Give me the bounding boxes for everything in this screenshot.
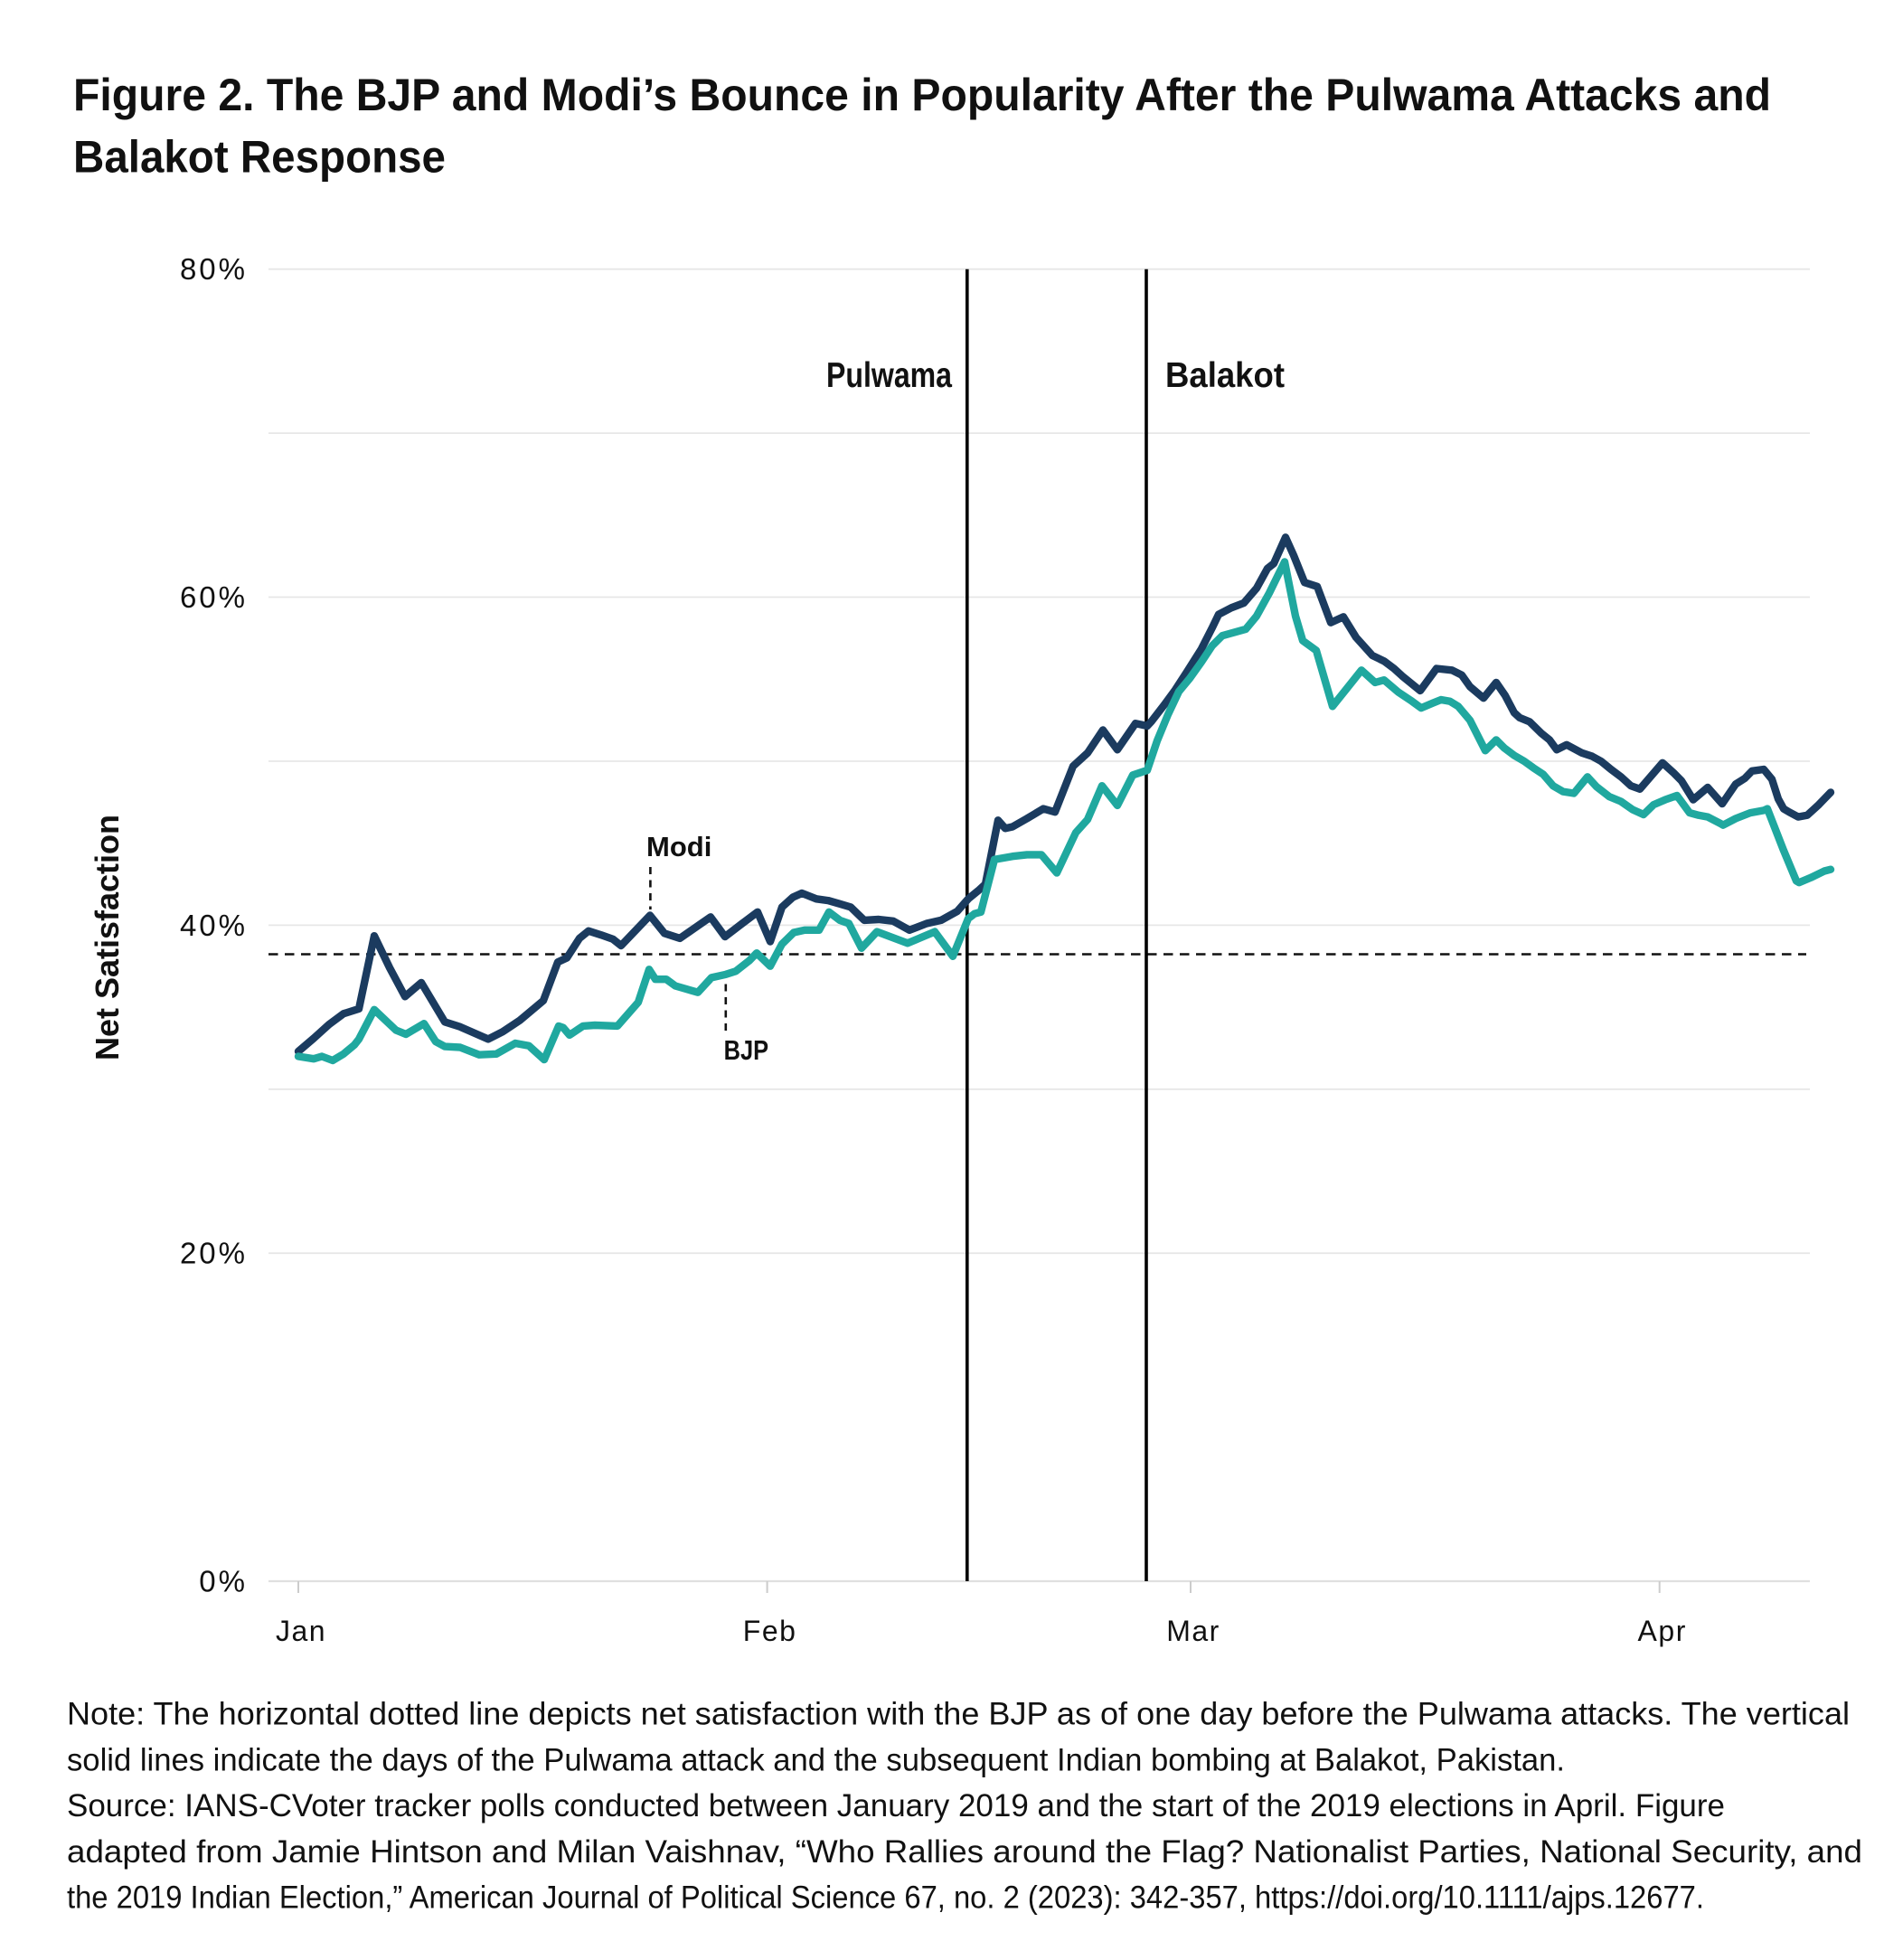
- svg-text:Pulwama: Pulwama: [826, 356, 952, 395]
- svg-text:Apr: Apr: [1638, 1615, 1687, 1647]
- svg-text:Note: The horizontal dotted li: Note: The horizontal dotted line depicts…: [67, 1697, 1850, 1732]
- svg-text:20%: 20%: [180, 1237, 248, 1270]
- svg-text:80%: 80%: [180, 252, 248, 286]
- svg-text:Mar: Mar: [1166, 1615, 1220, 1647]
- svg-text:Balakot: Balakot: [1165, 356, 1285, 395]
- svg-text:40%: 40%: [180, 909, 248, 942]
- svg-text:adapted from Jamie Hintson and: adapted from Jamie Hintson and Milan Vai…: [67, 1834, 1862, 1870]
- svg-text:solid lines indicate the days: solid lines indicate the days of the Pul…: [67, 1742, 1565, 1777]
- svg-text:0%: 0%: [199, 1565, 248, 1598]
- svg-text:Net Satisfaction: Net Satisfaction: [89, 815, 126, 1060]
- svg-text:BJP: BJP: [724, 1034, 769, 1066]
- svg-text:Jan: Jan: [276, 1615, 326, 1647]
- svg-text:Modi: Modi: [646, 831, 711, 862]
- svg-text:Figure 2. The BJP and Modi’s B: Figure 2. The BJP and Modi’s Bounce in P…: [73, 70, 1771, 120]
- svg-text:60%: 60%: [180, 580, 248, 614]
- svg-text:the 2019 Indian Election,” Ame: the 2019 Indian Election,” American Jour…: [67, 1880, 1704, 1916]
- svg-text:Feb: Feb: [743, 1615, 797, 1647]
- svg-text:Balakot Response: Balakot Response: [73, 132, 446, 183]
- svg-text:Source: IANS-CVoter tracker po: Source: IANS-CVoter tracker polls conduc…: [67, 1788, 1725, 1823]
